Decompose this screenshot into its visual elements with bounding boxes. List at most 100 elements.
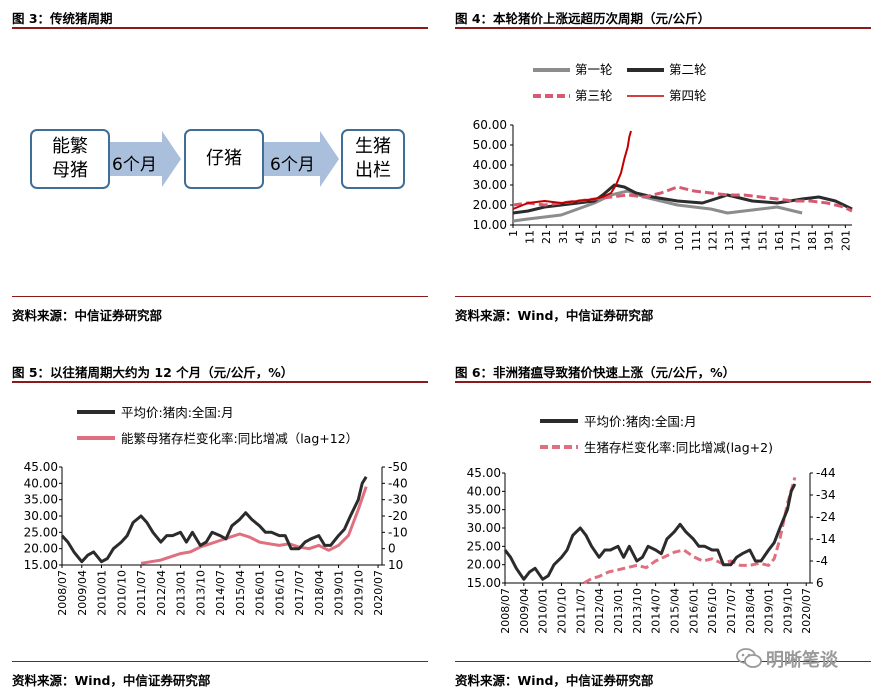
- fig4-series-1-line: [512, 189, 803, 223]
- fig4-xtick-label: 141: [740, 230, 753, 251]
- fig5-ytick-left-label: 20.00: [24, 542, 58, 556]
- fig6-xtick-label: 2018/04: [744, 588, 757, 634]
- fig4-xtick-label: 91: [657, 230, 670, 244]
- fig6-ytick-left-label: 40.00: [467, 484, 501, 498]
- fig6-ytick-left-label: 30.00: [467, 521, 501, 535]
- fig3-source: 资料来源：中信证券研究部: [12, 308, 163, 323]
- fig4-ytick-label: 60.00: [473, 118, 507, 132]
- fig4-title-rule: [455, 27, 871, 29]
- fig5-legend-label-1: 平均价:猪肉:全国:月: [121, 405, 234, 420]
- fig5-title: 图 5：以往猪周期大约为 12 个月（元/公斤，%）: [12, 365, 294, 380]
- fig4-legend-label-4: 第四轮: [669, 88, 707, 103]
- fig5-ytick-left-label: 45.00: [24, 460, 58, 474]
- fig5-xtick-label: 2008/07: [56, 570, 69, 616]
- fig4-xtick-label: 161: [773, 230, 786, 251]
- fig5-xtick-label: 2010/10: [115, 570, 128, 616]
- fig3-arrow-2: [264, 131, 339, 187]
- fig4-xtick-label: 101: [673, 230, 686, 251]
- fig3-title: 图 3：传统猪周期: [12, 11, 113, 26]
- fig3-arrow-1: [110, 131, 181, 187]
- fig6-ytick-right-label: -4: [816, 554, 828, 568]
- fig5-xtick-label: 2011/07: [135, 570, 148, 616]
- fig3-box-piglets-label: 仔猪: [206, 148, 242, 169]
- fig6-legend-label-1: 平均价:猪肉:全国:月: [584, 414, 697, 429]
- fig4-title: 图 4：本轮猪价上涨远超历次周期（元/公斤）: [455, 11, 711, 26]
- fig4-xtick-label: 191: [823, 230, 836, 251]
- fig3-box-slaughter: 生猪 出栏: [341, 129, 405, 189]
- fig3-arrows: [110, 131, 339, 187]
- fig4-source: 资料来源：Wind，中信证券研究部: [455, 308, 654, 323]
- fig4-xtick-label: 11: [524, 230, 537, 244]
- fig4-legend-label-2: 第二轮: [669, 62, 707, 77]
- fig6-xtick-label: 2016/10: [706, 588, 719, 634]
- fig5-xtick-label: 2020/07: [372, 570, 385, 616]
- fig5-ytick-right-label: 10: [388, 558, 403, 572]
- fig6-ytick-left-label: 35.00: [467, 503, 501, 517]
- fig4-legend-label-1: 第一轮: [575, 62, 613, 77]
- fig4-ytick-label: 30.00: [473, 178, 507, 192]
- fig6-ytick-right-label: -34: [816, 488, 836, 502]
- fig5-source-rule: [12, 661, 428, 662]
- fig5-xtick-label: 2012/04: [155, 570, 168, 616]
- fig5-ytick-left-label: 30.00: [24, 509, 58, 523]
- fig5-ytick-left-label: 15.00: [24, 558, 58, 572]
- fig4-xtick-label: 201: [839, 230, 852, 251]
- fig5-xtick-label: 2010/01: [96, 570, 109, 616]
- fig6-ytick-right-label: -14: [816, 532, 836, 546]
- fig4-xtick-label: 21: [540, 230, 553, 244]
- fig6-ytick-left-label: 45.00: [467, 466, 501, 480]
- fig5-ytick-left-label: 35.00: [24, 493, 58, 507]
- fig4-xtick-label: 61: [607, 230, 620, 244]
- fig6-ytick-left-label: 25.00: [467, 539, 501, 553]
- fig6-xtick-label: 2009/04: [518, 588, 531, 634]
- fig4-ytick-label: 40.00: [473, 158, 507, 172]
- fig6-ytick-left-label: 15.00: [467, 576, 501, 590]
- fig5-source: 资料来源：Wind，中信证券研究部: [12, 673, 211, 688]
- fig6-title-rule: [455, 381, 871, 383]
- fig6-xtick-label: 2019/01: [763, 588, 776, 634]
- fig4-xtick-label: 131: [723, 230, 736, 251]
- fig4-ytick-label: 50.00: [473, 138, 507, 152]
- fig6-ytick-left-label: 20.00: [467, 558, 501, 572]
- fig5-title-rule: [12, 381, 428, 383]
- fig5-ytick-right-label: -30: [388, 493, 408, 507]
- fig5-xtick-label: 2019/10: [352, 570, 365, 616]
- fig4-xtick-label: 31: [557, 230, 570, 244]
- fig6-xtick-label: 2010/01: [537, 588, 550, 634]
- fig6-xtick-label: 2013/10: [631, 588, 644, 634]
- fig5-ytick-right-label: -20: [388, 509, 408, 523]
- fig6-ytick-right-label: -44: [816, 466, 836, 480]
- watermark-text: 明晰笔谈: [766, 650, 838, 671]
- fig4-xtick-label: 71: [623, 230, 636, 244]
- fig6-xtick-label: 2012/04: [593, 588, 606, 634]
- fig5-ytick-right-label: -50: [388, 460, 408, 474]
- fig5-ytick-right-label: 0: [388, 542, 396, 556]
- fig4-xtick-label: 151: [756, 230, 769, 251]
- fig4-ytick-label: 20.00: [473, 198, 507, 212]
- fig4-xtick-label: 51: [590, 230, 603, 244]
- fig5-ytick-left-label: 40.00: [24, 476, 58, 490]
- fig6-legend-label-2: 生猪存栏变化率:同比增减(lag+2): [584, 440, 773, 455]
- wechat-icon: [736, 648, 762, 668]
- fig5-xtick-label: 2018/04: [313, 570, 326, 616]
- fig4-xtick-label: 181: [806, 230, 819, 251]
- fig4-ytick-label: 10.00: [473, 218, 507, 232]
- fig5-xtick-label: 2019/01: [333, 570, 346, 616]
- fig6-series-2-line: [583, 476, 797, 585]
- fig5-xtick-label: 2017/07: [293, 570, 306, 616]
- fig5-xtick-label: 2009/04: [76, 570, 89, 616]
- fig5-xtick-label: 2016/01: [254, 570, 267, 616]
- fig4-xtick-label: 121: [706, 230, 719, 251]
- fig6-xtick-label: 2010/10: [555, 588, 568, 634]
- fig6-ytick-right-label: -24: [816, 510, 836, 524]
- fig6-xtick-label: 2015/04: [668, 588, 681, 634]
- fig6-source-rule: [455, 661, 871, 662]
- fig6-xtick-label: 2017/07: [725, 588, 738, 634]
- fig6-xtick-label: 2020/07: [800, 588, 813, 634]
- fig5-legend-label-2: 能繁母猪存栏变化率:同比增减（lag+12）: [121, 431, 358, 446]
- fig4-xtick-label: 111: [690, 230, 703, 251]
- fig4-xtick-label: 1: [507, 230, 520, 237]
- fig6-xtick-label: 2014/07: [650, 588, 663, 634]
- fig6-xtick-label: 2011/07: [574, 588, 587, 634]
